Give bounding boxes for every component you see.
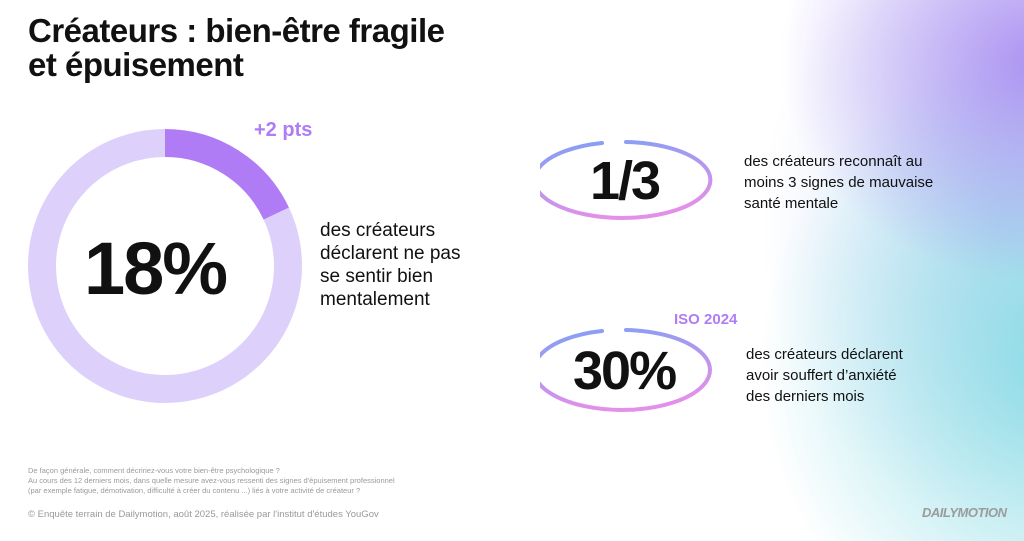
caption-line: santé mentale [744,195,839,212]
title-line: Créateurs : bien-être fragile [28,12,445,49]
page-title: Créateurs : bien-être fragile et épuisem… [28,12,445,83]
stat1-value: 1/3 [590,151,661,211]
note-line: Au cours des 12 derniers mois, dans quel… [28,476,395,485]
stat2-value: 30% [573,341,677,401]
note-line: (par exemple fatigue, démotivation, diff… [28,486,361,495]
stat1-ellipse [540,140,713,220]
donut-annotation: +2 pts [254,119,313,141]
note-line: De façon générale, comment décririez-vou… [28,466,280,475]
caption-line: des créateurs [320,220,436,241]
caption-line: se sentir bien [320,266,434,287]
caption-line: avoir souffert d’anxiété [746,367,897,384]
donut-caption: des créateurs déclarent ne pas se sentir… [320,219,461,311]
stat2-ellipse [540,328,712,412]
donut-slice-highlight [164,129,289,220]
caption-line: mentalement [320,289,430,310]
caption-line: des derniers mois [746,388,865,405]
stat1-caption: des créateurs reconnaît au moins 3 signe… [744,151,933,214]
dailymotion-logo: DAILYMOTION [922,505,1007,520]
donut-chart [28,129,302,403]
survey-questions: De façon générale, comment décririez-vou… [28,466,395,496]
title-line: et épuisement [28,46,244,83]
caption-line: déclarent ne pas [320,243,461,264]
copyright: © Enquête terrain de Dailymotion, août 2… [28,509,379,520]
stat2-badge: ISO 2024 [674,311,738,328]
caption-line: moins 3 signes de mauvaise [744,174,934,191]
stat2-caption: des créateurs déclarent avoir souffert d… [746,344,903,407]
caption-line: des créateurs reconnaît au [744,153,923,170]
caption-line: des créateurs déclarent [746,346,903,363]
donut-center-label: 18% [84,227,228,310]
donut-slice-rest [28,129,302,403]
